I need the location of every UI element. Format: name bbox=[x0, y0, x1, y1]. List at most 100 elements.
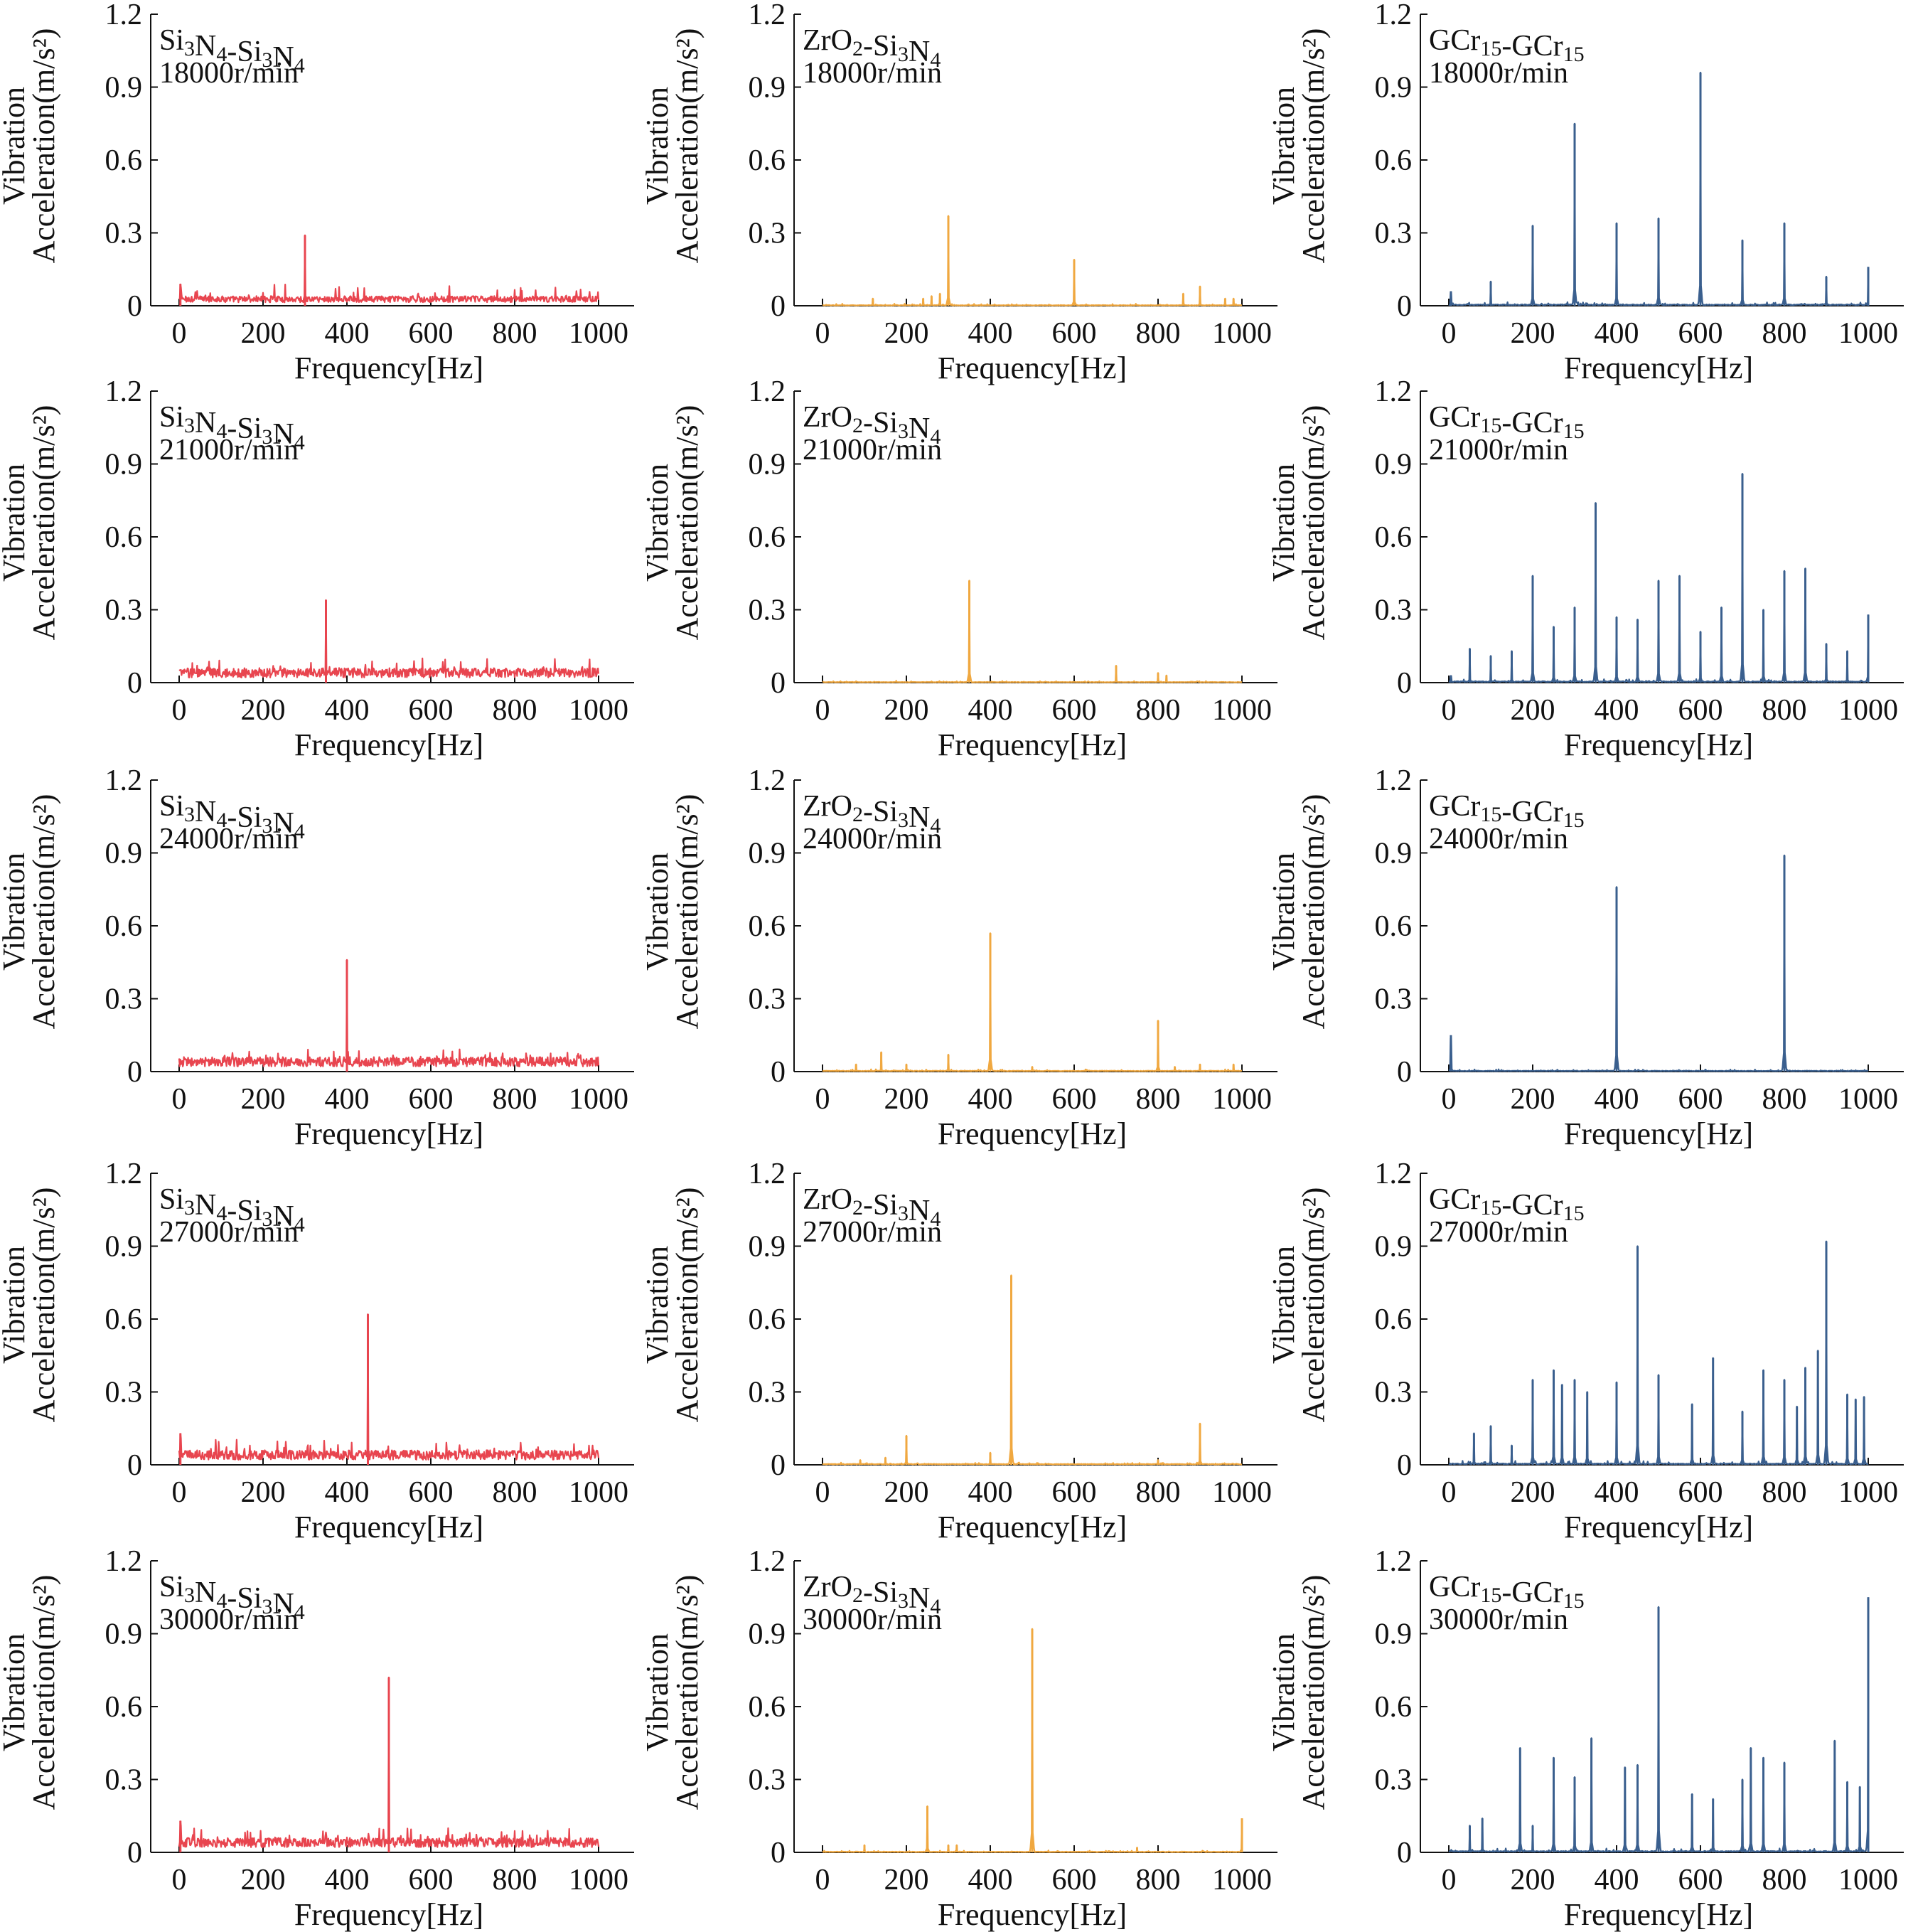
y-tick-label: 0.3 bbox=[1375, 594, 1413, 627]
y-axis-title-line2: Acceleration(m/s²) bbox=[1296, 1575, 1331, 1810]
x-tick-label: 600 bbox=[1052, 1476, 1097, 1509]
y-axis-title-line2: Acceleration(m/s²) bbox=[1296, 1188, 1331, 1423]
x-tick-label: 400 bbox=[968, 1476, 1013, 1509]
y-axis-title-line1: Vibration bbox=[1266, 87, 1301, 205]
spectrum-line bbox=[822, 580, 1243, 683]
x-tick-label: 400 bbox=[1595, 1083, 1639, 1116]
x-tick-label: 800 bbox=[493, 1476, 537, 1509]
x-tick-label: 0 bbox=[172, 1864, 187, 1896]
x-tick-label: 800 bbox=[1762, 1864, 1807, 1896]
panel-speed-label: 18000r/min bbox=[803, 57, 942, 90]
x-tick-label: 1000 bbox=[1212, 1083, 1272, 1116]
y-tick-label: 0 bbox=[1397, 1056, 1412, 1089]
y-tick-label: 0.9 bbox=[105, 1618, 143, 1651]
x-tick-label: 800 bbox=[493, 694, 537, 727]
y-tick-label: 0.9 bbox=[1375, 838, 1413, 870]
panel-speed-label: 18000r/min bbox=[159, 57, 299, 90]
spectrum-line bbox=[1448, 1597, 1870, 1853]
x-tick-label: 400 bbox=[325, 1083, 370, 1116]
y-tick-label: 1.2 bbox=[749, 1158, 786, 1190]
chart-panel-r2c1: 0 0.3 0.6 0.9 1.2 0 200 400 600 800 1000 Frequency[… bbox=[640, 764, 1277, 1151]
x-tick-label: 200 bbox=[884, 317, 929, 350]
y-tick-label: 0.6 bbox=[1375, 144, 1413, 177]
chart-panel-r0c0: 0 0.3 0.6 0.9 1.2 0 200 400 600 800 1000 Frequency[… bbox=[0, 0, 634, 385]
x-tick-label: 400 bbox=[968, 1083, 1013, 1116]
y-tick-label: 0.3 bbox=[105, 983, 143, 1016]
chart-panel-r0c2: 0 0.3 0.6 0.9 1.2 0 200 400 600 800 1000 Frequency[… bbox=[1266, 0, 1904, 385]
y-tick-label: 1.2 bbox=[105, 375, 143, 408]
y-tick-label: 0.3 bbox=[1375, 983, 1413, 1016]
x-tick-label: 0 bbox=[172, 1476, 187, 1509]
y-axis-title-line1: Vibration bbox=[0, 87, 31, 205]
panel-material-label: Si3N4-Si3N4 bbox=[159, 1183, 305, 1237]
panel-speed-label: 21000r/min bbox=[1429, 434, 1568, 466]
spectrum-line bbox=[178, 234, 600, 304]
panel-speed-label: 30000r/min bbox=[803, 1603, 942, 1636]
chart-panel-r0c1: 0 0.3 0.6 0.9 1.2 0 200 400 600 800 1000 Frequency[… bbox=[640, 0, 1277, 385]
x-tick-label: 1000 bbox=[569, 694, 628, 727]
x-tick-label: 600 bbox=[409, 694, 454, 727]
x-tick-label: 800 bbox=[1136, 694, 1181, 727]
panel-speed-label: 27000r/min bbox=[159, 1216, 299, 1249]
y-tick-label: 1.2 bbox=[105, 764, 143, 797]
x-tick-label: 400 bbox=[968, 694, 1013, 727]
x-tick-label: 0 bbox=[1442, 317, 1457, 350]
x-tick-label: 0 bbox=[1442, 694, 1457, 727]
y-axis-title-line2: Acceleration(m/s²) bbox=[1296, 405, 1331, 641]
x-tick-label: 600 bbox=[1052, 694, 1097, 727]
x-tick-label: 1000 bbox=[569, 1864, 628, 1896]
y-tick-label: 0 bbox=[1397, 667, 1412, 700]
y-axis-title-line1: Vibration bbox=[640, 853, 675, 971]
spectrum-line bbox=[822, 1274, 1243, 1466]
y-tick-label: 0.9 bbox=[749, 1231, 786, 1264]
x-axis-title: Frequency[Hz] bbox=[1564, 1116, 1753, 1151]
x-tick-label: 1000 bbox=[1212, 317, 1272, 350]
chart-panel-r3c0: 0 0.3 0.6 0.9 1.2 0 200 400 600 800 1000 Frequency[… bbox=[0, 1158, 634, 1544]
y-tick-label: 0.9 bbox=[105, 449, 143, 481]
y-tick-label: 0.6 bbox=[1375, 1691, 1413, 1724]
x-tick-label: 200 bbox=[1511, 1864, 1555, 1896]
y-tick-label: 0 bbox=[771, 1449, 786, 1482]
y-tick-label: 0.3 bbox=[749, 594, 786, 627]
y-tick-label: 0 bbox=[1397, 1837, 1412, 1869]
y-axis-title-line2: Acceleration(m/s²) bbox=[26, 28, 61, 264]
y-tick-label: 0.6 bbox=[105, 144, 143, 177]
x-axis-title: Frequency[Hz] bbox=[1564, 727, 1753, 762]
x-tick-label: 200 bbox=[884, 1864, 929, 1896]
y-tick-label: 0.3 bbox=[749, 1764, 786, 1797]
x-axis-title: Frequency[Hz] bbox=[294, 351, 483, 385]
y-tick-label: 1.2 bbox=[1375, 375, 1413, 408]
x-axis-title: Frequency[Hz] bbox=[1564, 1897, 1753, 1932]
x-tick-label: 800 bbox=[1762, 317, 1807, 350]
panel-material-label: ZrO2-Si3N4 bbox=[803, 24, 941, 72]
panel-speed-label: 27000r/min bbox=[1429, 1216, 1568, 1249]
panel-speed-label: 30000r/min bbox=[159, 1603, 299, 1636]
x-tick-label: 0 bbox=[1442, 1864, 1457, 1896]
x-tick-label: 600 bbox=[1678, 1864, 1723, 1896]
y-tick-label: 0.3 bbox=[1375, 1377, 1413, 1409]
x-tick-label: 1000 bbox=[1838, 1476, 1898, 1509]
y-tick-label: 0.9 bbox=[1375, 1231, 1413, 1264]
x-tick-label: 200 bbox=[241, 694, 286, 727]
y-tick-label: 0.6 bbox=[1375, 1303, 1413, 1336]
panel-speed-label: 21000r/min bbox=[803, 434, 942, 466]
y-tick-label: 0.6 bbox=[749, 1691, 786, 1724]
x-tick-label: 800 bbox=[1762, 694, 1807, 727]
y-axis-title-line2: Acceleration(m/s²) bbox=[670, 1575, 704, 1810]
y-tick-label: 1.2 bbox=[1375, 1158, 1413, 1190]
chart-panel-r1c0: 0 0.3 0.6 0.9 1.2 0 200 400 600 800 1000 Frequency[… bbox=[0, 375, 634, 762]
panel-speed-label: 27000r/min bbox=[803, 1216, 942, 1249]
x-tick-label: 800 bbox=[1136, 1864, 1181, 1896]
x-axis-title: Frequency[Hz] bbox=[938, 1510, 1127, 1544]
y-tick-label: 1.2 bbox=[1375, 1545, 1413, 1578]
x-tick-label: 200 bbox=[241, 1864, 286, 1896]
panel-speed-label: 24000r/min bbox=[1429, 823, 1568, 855]
y-tick-label: 1.2 bbox=[105, 1545, 143, 1578]
x-tick-label: 600 bbox=[409, 1864, 454, 1896]
y-axis-title-line1: Vibration bbox=[640, 1633, 675, 1751]
y-tick-label: 1.2 bbox=[749, 0, 786, 31]
x-tick-label: 400 bbox=[325, 694, 370, 727]
y-tick-label: 0.3 bbox=[105, 1764, 143, 1797]
y-tick-label: 0.6 bbox=[105, 910, 143, 943]
